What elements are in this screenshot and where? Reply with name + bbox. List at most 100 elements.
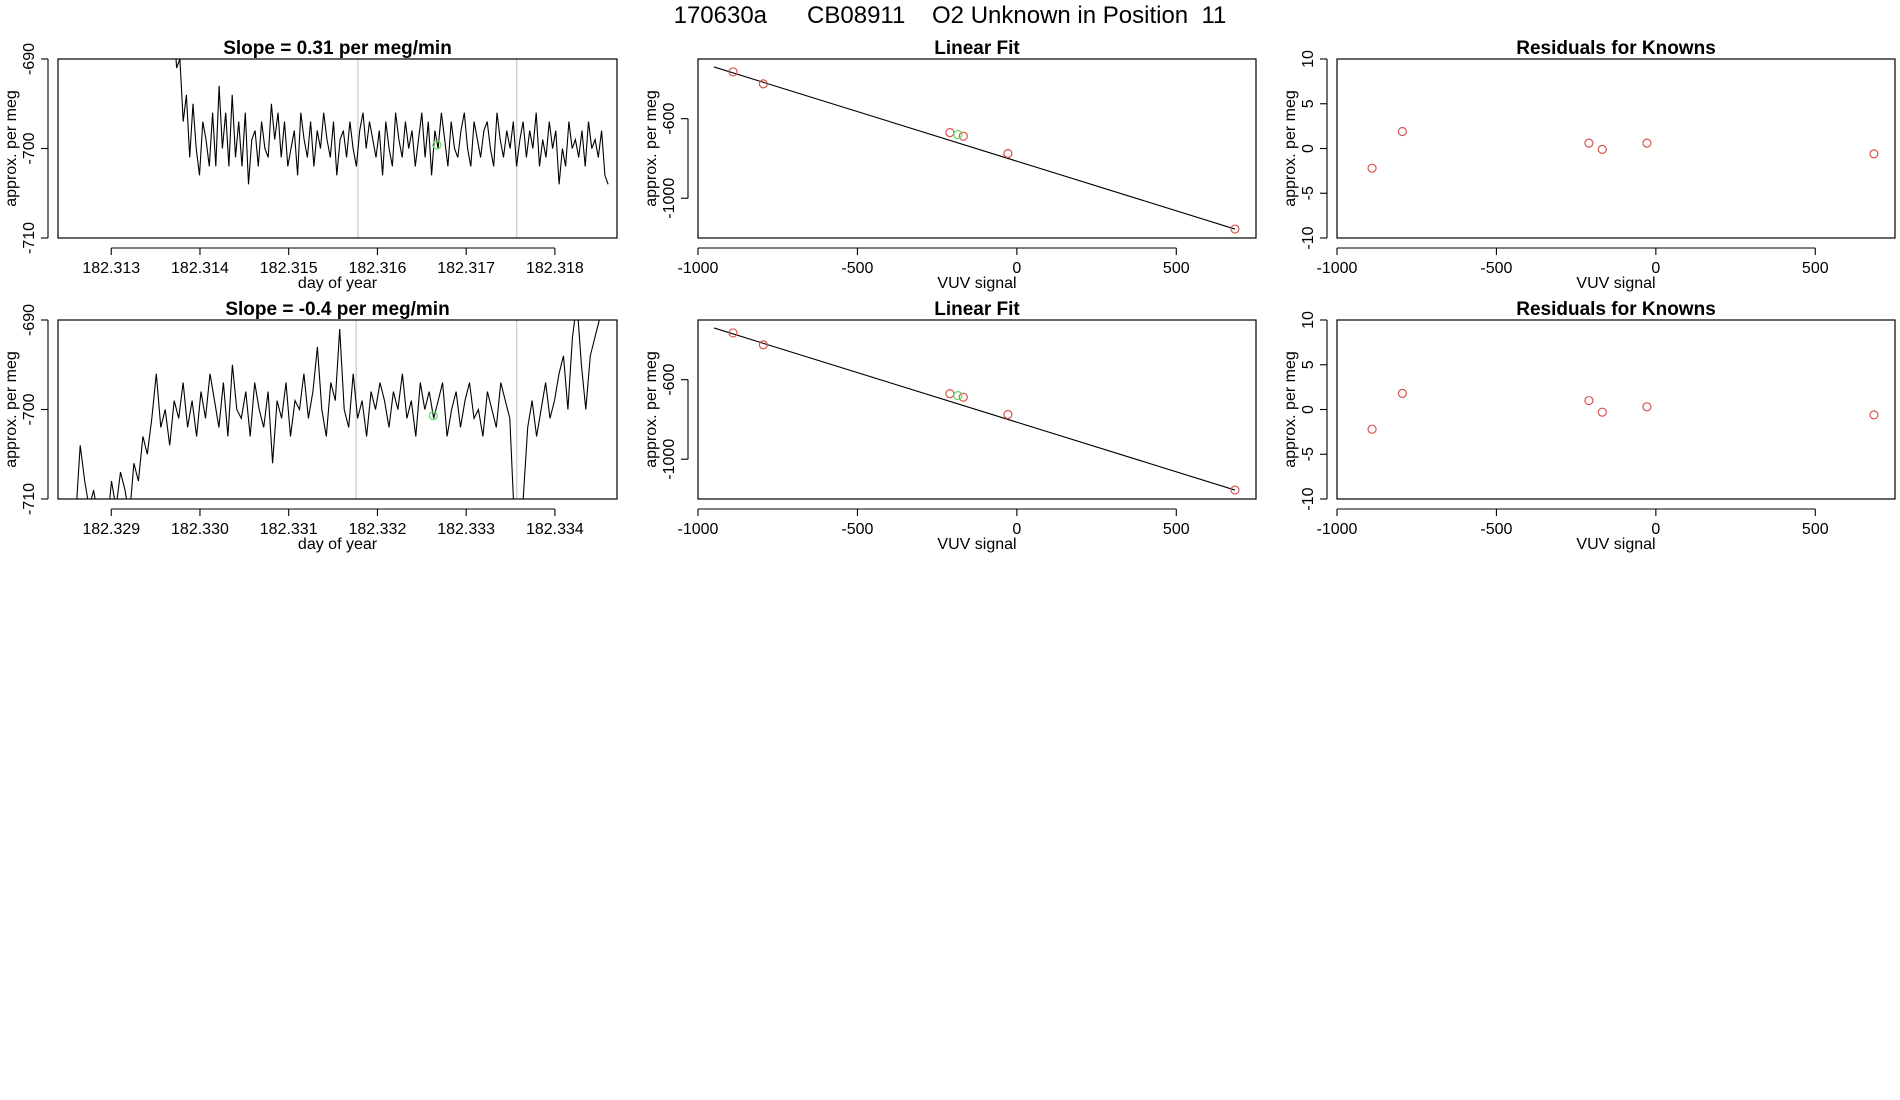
plot-region <box>713 327 1240 495</box>
y-tick-label: -690 <box>21 304 38 336</box>
y-tick-label: 0 <box>1300 144 1317 153</box>
known-standard-point <box>1869 149 1879 159</box>
x-tick-label: 182.313 <box>82 260 140 277</box>
unknown-marker-point <box>953 390 963 401</box>
x-tick-label: 182.332 <box>349 521 407 538</box>
known-standard-point <box>1397 388 1407 398</box>
time-trace-panel-1: Slope = 0.31 per meg/min 182.313 182.314 18… <box>3 38 618 292</box>
y-tick-label: 5 <box>1300 360 1317 369</box>
panel-title: Residuals for Knowns <box>1516 38 1716 59</box>
known-standard-point <box>945 127 955 138</box>
plot-frame <box>697 58 1257 239</box>
x-axis-label: day of year <box>298 275 378 292</box>
x-axis-label: VUV signal <box>937 536 1016 553</box>
known-standard-point <box>1003 148 1013 159</box>
x-tick-label: 0 <box>1012 521 1021 538</box>
time-trace-panel-2: Slope = -0.4 per meg/min 182.329 182.330 18… <box>3 299 618 553</box>
x-tick-label: 182.314 <box>171 260 229 277</box>
plot-frame <box>57 319 618 500</box>
fit-line <box>713 66 1236 230</box>
known-standard-point <box>1584 395 1594 406</box>
fit-line <box>713 327 1236 491</box>
residuals-panel-2: Residuals for Knowns -1000 -500 0 500 VUV sig… <box>1282 299 1896 553</box>
y-tick-label: 10 <box>1300 50 1317 68</box>
x-axis-label: day of year <box>298 536 378 553</box>
y-tick-label: 10 <box>1300 311 1317 329</box>
signal-trace-line <box>175 59 609 185</box>
linear-fit-panel-2: Linear Fit -1000 -500 0 500 VUV signal -1000 -6… <box>643 299 1257 553</box>
y-axis-label: approx. per meg <box>3 90 20 207</box>
x-tick-label: -500 <box>841 521 873 538</box>
figure-title: 170630a CB08911 O2 Unknown in Position 1… <box>673 2 1227 29</box>
known-standard-point <box>728 67 738 77</box>
known-standard-point <box>958 392 968 402</box>
x-tick-label: -500 <box>1480 260 1512 277</box>
known-standard-point <box>1397 126 1407 137</box>
y-tick-label: -600 <box>661 103 678 135</box>
x-tick-label: 500 <box>1163 260 1190 277</box>
known-standard-point <box>958 131 968 141</box>
plot-region <box>76 320 600 499</box>
y-tick-label: -1000 <box>661 178 678 219</box>
known-standard-point <box>1642 138 1652 148</box>
known-standard-point <box>758 340 768 350</box>
panel-title: Linear Fit <box>934 38 1020 59</box>
x-tick-label: -1000 <box>1317 521 1358 538</box>
x-tick-label: -500 <box>841 260 873 277</box>
plot-region <box>713 66 1240 234</box>
x-tick-label: 500 <box>1802 260 1829 277</box>
x-tick-label: -1000 <box>678 260 719 277</box>
known-standard-point <box>1003 409 1013 420</box>
x-tick-label: 500 <box>1163 521 1190 538</box>
known-standard-point <box>1230 485 1240 495</box>
known-standard-point <box>1597 407 1607 417</box>
x-tick-label: -1000 <box>1317 260 1358 277</box>
y-tick-label: -10 <box>1300 226 1317 249</box>
y-axis-label: approx. per meg <box>1282 351 1299 468</box>
unknown-marker-point <box>953 129 963 140</box>
plot-frame <box>57 58 618 239</box>
y-tick-label: -600 <box>661 364 678 396</box>
known-standard-point <box>1597 144 1607 154</box>
known-standard-point <box>1367 163 1377 173</box>
x-tick-label: 182.334 <box>526 521 584 538</box>
x-tick-label: 500 <box>1802 521 1829 538</box>
x-tick-label: 182.333 <box>437 521 495 538</box>
plot-frame <box>1336 319 1896 500</box>
y-tick-label: -10 <box>1300 487 1317 510</box>
x-tick-label: 182.316 <box>349 260 407 277</box>
y-axis-label: approx. per meg <box>1282 90 1299 207</box>
y-axis-label: approx. per meg <box>643 351 660 468</box>
y-tick-label: -710 <box>21 483 38 515</box>
x-tick-label: 182.331 <box>260 521 318 538</box>
plot-region <box>175 59 609 238</box>
residuals-panel-1: Residuals for Knowns -1000 -500 0 500 VUV sig… <box>1282 38 1896 292</box>
y-tick-label: 0 <box>1300 405 1317 414</box>
y-axis-label: approx. per meg <box>3 351 20 468</box>
x-tick-label: -500 <box>1480 521 1512 538</box>
panel-title: Residuals for Knowns <box>1516 299 1716 320</box>
x-tick-label: 182.315 <box>260 260 318 277</box>
x-tick-label: 0 <box>1651 260 1660 277</box>
linear-fit-panel-1: Linear Fit -1000 -500 0 500 VUV signal -1000 -6… <box>643 38 1257 292</box>
plot-region <box>1367 388 1879 434</box>
known-standard-point <box>1230 224 1240 234</box>
plot-frame <box>1336 58 1896 239</box>
x-tick-label: 0 <box>1651 521 1660 538</box>
x-axis-label: VUV signal <box>1576 275 1655 292</box>
panel-title: Linear Fit <box>934 299 1020 320</box>
known-standard-point <box>945 388 955 399</box>
plot-region <box>1367 126 1879 173</box>
x-axis-label: VUV signal <box>1576 536 1655 553</box>
y-tick-label: -700 <box>21 393 38 425</box>
x-tick-label: 182.330 <box>171 521 229 538</box>
x-tick-label: 0 <box>1012 260 1021 277</box>
panel-title: Slope = -0.4 per meg/min <box>225 299 449 320</box>
x-tick-label: 182.317 <box>437 260 495 277</box>
panel-title: Slope = 0.31 per meg/min <box>223 38 452 59</box>
known-standard-point <box>1367 424 1377 434</box>
y-axis-label: approx. per meg <box>643 90 660 207</box>
y-tick-label: -1000 <box>661 439 678 480</box>
x-tick-label: 182.318 <box>526 260 584 277</box>
